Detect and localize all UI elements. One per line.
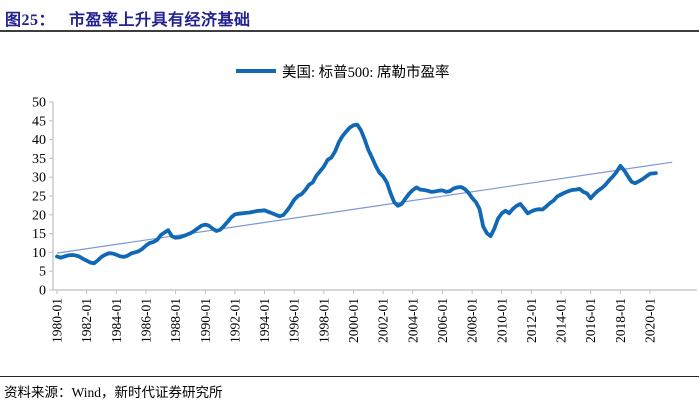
title-divider [0,30,699,32]
x-tick-label: 1982-01 [79,298,94,343]
x-tick-label: 2004-01 [405,298,420,343]
x-tick-label: 2012-01 [524,298,539,343]
legend: 美国: 标普500: 席勒市盈率 [236,61,450,81]
y-tick-label: 40 [32,133,46,148]
x-tick-label: 1980-01 [50,298,65,343]
y-tick-label: 15 [32,227,46,242]
x-tick-label: 2020-01 [643,298,658,343]
figure-title: 图25： 市盈率上升具有经济基础 [5,6,251,30]
x-tick-label: 2014-01 [554,298,569,343]
figure-title-text: 市盈率上升具有经济基础 [69,12,251,29]
figure-number: 图25： [5,12,56,29]
source-note: 资料来源：Wind，新时代证券研究所 [4,385,223,400]
x-tick-label: 1990-01 [198,298,213,343]
x-tick-label: 2000-01 [346,298,361,343]
y-tick-label: 10 [32,246,46,261]
x-tick-label: 1996-01 [287,298,302,343]
x-tick-label: 2008-01 [465,298,480,343]
trendline [56,161,673,254]
y-tick-label: 5 [39,265,46,280]
shiller-pe-line [55,122,658,266]
footer-divider [0,376,699,377]
y-tick-label: 50 [32,96,46,111]
x-tick-label: 1992-01 [227,298,242,343]
x-tick-label: 2018-01 [613,298,628,343]
y-tick-label: 0 [39,284,46,299]
x-tick-label: 1986-01 [138,298,153,343]
x-tick-label: 2006-01 [435,298,450,343]
x-tick-label: 1994-01 [257,298,272,343]
x-tick-label: 1998-01 [316,298,331,343]
y-tick-label: 45 [32,114,46,129]
line-chart-canvas: 0 5 10 15 20 25 30 35 40 45 50 1980-01 1982-01 1984-0… [32,96,697,343]
y-tick-label: 25 [32,190,46,205]
x-tick-label: 2010-01 [494,298,509,343]
y-tick-label: 30 [32,171,46,186]
x-tick-label: 1988-01 [168,298,183,343]
y-tick-label: 35 [32,152,46,167]
x-tick-label: 1984-01 [109,298,124,343]
legend-line-swatch [236,69,276,73]
x-tick-label: 2016-01 [583,298,598,343]
legend-label: 美国: 标普500: 席勒市盈率 [282,64,450,81]
x-tick-label: 2002-01 [376,298,391,343]
y-tick-label: 20 [32,208,46,223]
